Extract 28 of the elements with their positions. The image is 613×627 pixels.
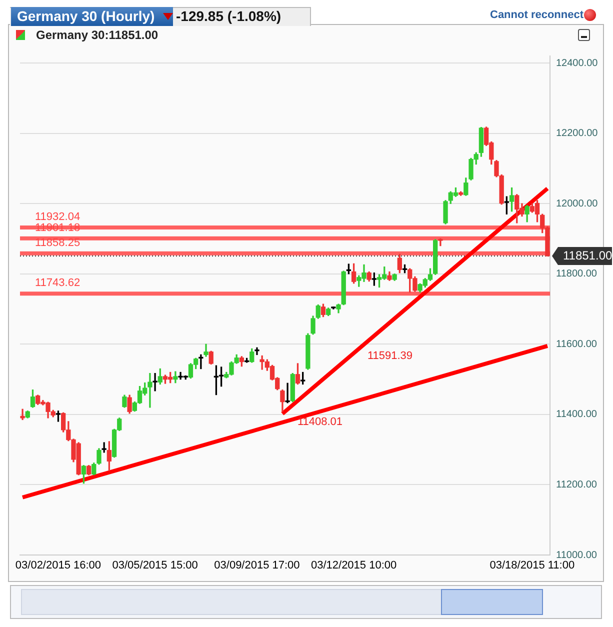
x-tick-label: 03/05/2015 15:00 xyxy=(112,560,198,572)
text: Germany 30:11851.00 xyxy=(36,28,158,42)
candlestick xyxy=(148,372,152,408)
y-tick-label: 11200.00 xyxy=(556,479,598,490)
text: Cannot reconnect xyxy=(490,9,584,21)
candlestick xyxy=(254,347,260,356)
candlestick xyxy=(152,372,158,392)
x-tick-label: 03/02/2015 16:00 xyxy=(15,560,102,572)
ref-line-label: 11932.04 xyxy=(35,211,80,224)
y-tick-label: 11600.00 xyxy=(556,338,598,350)
ref-line-label: 11851.00 xyxy=(563,248,612,262)
x-tick-label: 03/12/2015 10:00 xyxy=(310,560,397,572)
candlestick xyxy=(20,408,25,420)
y-tick-label: 12400.00 xyxy=(556,58,598,69)
y-tick-label: 11400.00 xyxy=(556,409,598,420)
chart-subtitle: -129.85 (-1.08%) xyxy=(176,7,282,26)
y-tick-label: 11800.00 xyxy=(556,268,598,280)
ref-line-label: 11743.62 xyxy=(35,277,80,290)
chart-title: Germany 30 (Hourly) xyxy=(11,7,173,26)
y-tick-label: 12200.00 xyxy=(556,128,598,140)
annotation: 11591.39 xyxy=(367,350,413,362)
y-tick-label: 12000.00 xyxy=(556,198,598,210)
x-tick-label: 03/09/2015 17:00 xyxy=(214,560,300,572)
ref-line-label: 11858.25 xyxy=(35,236,80,249)
candlestick xyxy=(285,382,290,404)
y-tick-label: 11000.00 xyxy=(556,550,598,561)
annotation: 11408.01 xyxy=(297,416,343,428)
x-tick-label: 03/18/2015 11:00 xyxy=(490,560,575,572)
